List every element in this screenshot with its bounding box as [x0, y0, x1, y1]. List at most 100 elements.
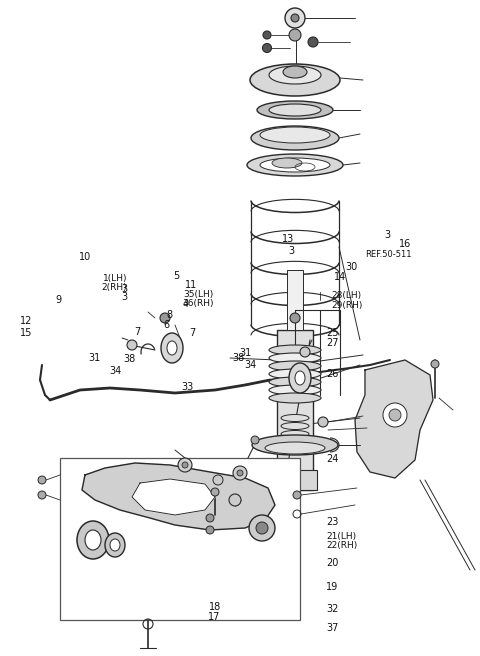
Text: 14: 14	[334, 272, 346, 282]
Circle shape	[178, 458, 192, 472]
Circle shape	[293, 491, 301, 499]
Ellipse shape	[265, 442, 325, 454]
Ellipse shape	[269, 393, 321, 403]
Text: 36(RH): 36(RH)	[182, 299, 214, 308]
Circle shape	[251, 436, 259, 444]
Circle shape	[182, 462, 188, 468]
Circle shape	[383, 403, 407, 427]
Text: 20: 20	[326, 558, 339, 568]
Ellipse shape	[247, 154, 343, 176]
Circle shape	[389, 409, 401, 421]
Text: 23: 23	[326, 516, 339, 527]
Text: 8: 8	[167, 310, 173, 320]
Circle shape	[256, 522, 268, 534]
Text: 32: 32	[326, 604, 339, 614]
Text: 12: 12	[20, 316, 33, 327]
Text: 28(LH): 28(LH)	[331, 291, 361, 300]
Text: 9: 9	[55, 295, 61, 306]
Ellipse shape	[250, 64, 340, 96]
Text: 2(RH): 2(RH)	[102, 283, 127, 292]
Circle shape	[431, 360, 439, 368]
Text: 34: 34	[245, 359, 257, 370]
Ellipse shape	[260, 158, 330, 172]
Text: 4: 4	[182, 299, 189, 310]
Polygon shape	[355, 360, 433, 478]
Text: 7: 7	[134, 327, 141, 337]
Ellipse shape	[283, 66, 307, 78]
Circle shape	[127, 340, 137, 350]
Circle shape	[290, 313, 300, 323]
Text: 3: 3	[121, 292, 128, 302]
Ellipse shape	[105, 533, 125, 557]
Ellipse shape	[251, 126, 339, 150]
Text: 3: 3	[384, 230, 390, 240]
Ellipse shape	[269, 66, 321, 84]
Text: 27: 27	[326, 338, 339, 348]
Ellipse shape	[110, 539, 120, 551]
Circle shape	[213, 475, 223, 485]
Text: 3: 3	[121, 284, 128, 295]
Circle shape	[308, 37, 318, 47]
Text: 1(LH): 1(LH)	[103, 274, 127, 283]
Text: 35(LH): 35(LH)	[183, 290, 214, 299]
Ellipse shape	[260, 127, 330, 143]
Ellipse shape	[295, 371, 305, 385]
Text: 37: 37	[326, 623, 339, 634]
Text: 10: 10	[79, 252, 92, 262]
Text: 15: 15	[20, 328, 33, 338]
Circle shape	[263, 43, 272, 52]
Text: REF.50-511: REF.50-511	[365, 250, 411, 259]
Ellipse shape	[167, 341, 177, 355]
Text: 21(LH): 21(LH)	[326, 532, 357, 541]
Circle shape	[38, 476, 46, 484]
Text: 38: 38	[123, 354, 136, 365]
Text: 19: 19	[326, 582, 339, 592]
Text: 29(RH): 29(RH)	[331, 300, 362, 310]
Text: 26: 26	[326, 369, 339, 379]
Text: 16: 16	[399, 239, 412, 249]
Ellipse shape	[77, 521, 109, 559]
Circle shape	[211, 488, 219, 496]
Ellipse shape	[161, 333, 183, 363]
Text: 6: 6	[163, 320, 169, 331]
Text: 13: 13	[282, 234, 294, 245]
Text: 31: 31	[88, 352, 101, 363]
Text: 34: 34	[109, 366, 121, 377]
Circle shape	[160, 313, 170, 323]
Text: 30: 30	[346, 262, 358, 272]
Bar	[287, 270, 303, 330]
Circle shape	[233, 466, 247, 480]
Ellipse shape	[272, 158, 302, 168]
Ellipse shape	[281, 430, 309, 438]
Bar	[273, 470, 317, 490]
Text: 18: 18	[208, 602, 221, 613]
Circle shape	[237, 470, 243, 476]
Text: 31: 31	[239, 348, 252, 358]
Ellipse shape	[269, 104, 321, 116]
Ellipse shape	[281, 415, 309, 422]
Text: 11: 11	[185, 280, 197, 291]
Circle shape	[38, 491, 46, 499]
Circle shape	[229, 494, 241, 506]
Text: 38: 38	[233, 353, 245, 363]
Text: 3: 3	[288, 246, 294, 256]
Ellipse shape	[269, 385, 321, 395]
Ellipse shape	[269, 345, 321, 355]
Text: 24: 24	[326, 454, 339, 464]
Ellipse shape	[269, 361, 321, 371]
Ellipse shape	[269, 369, 321, 379]
Ellipse shape	[269, 353, 321, 363]
Ellipse shape	[85, 530, 101, 550]
Circle shape	[249, 515, 275, 541]
Text: 22(RH): 22(RH)	[326, 541, 358, 550]
Ellipse shape	[281, 422, 309, 430]
Circle shape	[263, 31, 271, 39]
Polygon shape	[132, 479, 215, 515]
Ellipse shape	[289, 363, 311, 393]
Circle shape	[206, 526, 214, 534]
Circle shape	[289, 29, 301, 41]
Circle shape	[318, 417, 328, 427]
Polygon shape	[82, 463, 275, 530]
Circle shape	[300, 347, 310, 357]
Circle shape	[291, 14, 299, 22]
